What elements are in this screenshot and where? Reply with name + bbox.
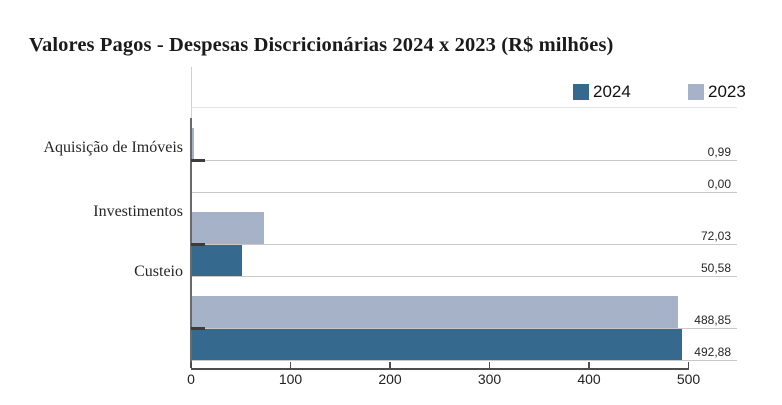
bar-2023-custeio (192, 296, 679, 328)
category-label-investimentos: Investimentos (93, 203, 183, 220)
group-divider-tick-custeio (191, 327, 205, 330)
legend-swatch-2024-icon (573, 83, 589, 100)
rule-line-2023-aquisicao-de-imoveis (191, 160, 737, 161)
x-axis-tick-100 (289, 362, 292, 368)
category-label-aquisicao-de-imoveis: Aquisição de Imóveis (43, 139, 183, 156)
bar-2023-investimentos (192, 212, 264, 244)
x-axis-tick-label-500: 500 (676, 371, 701, 387)
legend-label-2023: 2023 (708, 82, 746, 101)
value-label-2023-investimentos: 72,03 (700, 229, 731, 243)
value-label-2023-aquisicao-de-imoveis: 0,99 (707, 145, 731, 159)
rule-line-2024-aquisicao-de-imoveis (191, 192, 737, 193)
legend: 2024 2023 (0, 83, 782, 101)
legend-swatch-2023-icon (688, 83, 704, 100)
category-label-custeio: Custeio (134, 263, 183, 280)
x-axis-line (191, 368, 689, 370)
x-axis-tick-300 (488, 362, 491, 368)
group-divider-tick-aquisicao-de-imoveis (191, 159, 205, 162)
group-divider-tick-investimentos (191, 243, 205, 246)
legend-item-2024: 2024 (573, 83, 631, 100)
x-axis-tick-200 (389, 362, 391, 368)
legend-label-2024: 2024 (593, 82, 631, 101)
bar-2024-investimentos (192, 244, 243, 276)
x-axis-tick-label-100: 100 (278, 371, 303, 387)
x-axis-tick-400 (588, 362, 590, 368)
x-axis-tick-label-300: 300 (477, 371, 502, 387)
chart-title: Valores Pagos - Despesas Discricionárias… (29, 34, 614, 56)
x-axis-tick-0 (190, 362, 192, 368)
value-label-2023-custeio: 488,85 (694, 313, 731, 327)
value-label-2024-custeio: 492,88 (694, 345, 731, 359)
rule-line-2023-custeio (191, 328, 737, 329)
legend-item-2023: 2023 (688, 83, 746, 100)
x-axis-tick-500 (687, 362, 690, 368)
x-axis-tick-label-0: 0 (187, 371, 195, 387)
value-label-2024-investimentos: 50,58 (700, 261, 731, 275)
rule-line-2024-investimentos (191, 276, 737, 277)
plot-top-border (191, 107, 737, 108)
y-axis-line-upper (190, 67, 192, 118)
x-axis-tick-label-400: 400 (577, 371, 601, 387)
value-label-2024-aquisicao-de-imoveis: 0,00 (707, 177, 731, 191)
x-axis-tick-label-200: 200 (378, 371, 402, 387)
rule-line-2023-investimentos (191, 244, 737, 245)
rule-line-2024-custeio (191, 360, 737, 361)
bar-2024-custeio (192, 328, 683, 360)
bar-2023-aquisicao-de-imoveis (192, 128, 194, 160)
